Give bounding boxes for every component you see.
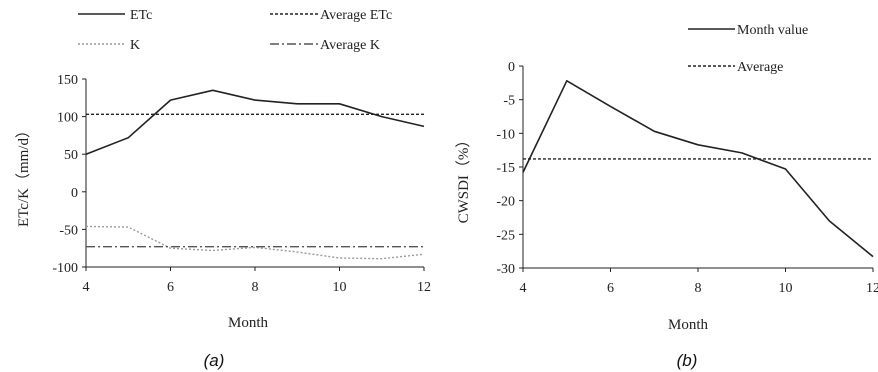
- legend-a-etc-label: ETc: [130, 8, 152, 23]
- chart-a-y-tick-label: 0: [71, 186, 78, 201]
- chart-a-y-tick-label: 100: [57, 111, 78, 126]
- chart-b-ticks: [519, 65, 874, 272]
- chart-b-ylabel: CWSDI（%）: [455, 133, 472, 224]
- chart-a: ETc Average ETc K Average K 4 6 8 10 12 150 10…: [15, 8, 431, 370]
- chart-a-xlabel: Month: [228, 315, 269, 331]
- chart-b-y-tick-label: -25: [496, 228, 515, 243]
- chart-a-series-etc-line: [85, 89, 425, 155]
- chart-b-x-tick-label: 4: [520, 281, 527, 296]
- chart-b: Month value Average 4 6 8 10 12 0 -5 -10 -15 -20 -…: [455, 23, 878, 370]
- chart-a-series: [85, 89, 425, 260]
- chart-b-x-tick-label: 12: [866, 281, 878, 296]
- chart-a-x-tick-label: 10: [333, 280, 347, 295]
- legend-a-k-label: K: [130, 38, 140, 53]
- chart-b-y-tick-label: -5: [503, 94, 515, 109]
- chart-a-tick-labels: 4 6 8 10 12 150 100 50 0 -50 -100: [52, 73, 431, 295]
- chart-b-x-tick-label: 6: [607, 281, 614, 296]
- chart-a-x-tick-label: 6: [167, 280, 174, 295]
- chart-a-series-k-line: [85, 225, 425, 260]
- chart-b-x-tick-label: 10: [779, 281, 793, 296]
- legend-b-month-value-label: Month value: [737, 23, 808, 38]
- chart-a-y-tick-label: -50: [59, 223, 78, 238]
- chart-a-x-tick-label: 8: [252, 280, 259, 295]
- legend-a-average-etc-label: Average ETc: [320, 8, 392, 23]
- chart-b-tick-labels: 4 6 8 10 12 0 -5 -10 -15 -20 -25 -30: [496, 60, 878, 296]
- chart-b-y-tick-label: 0: [508, 60, 515, 75]
- chart-b-caption: (b): [677, 351, 698, 370]
- legend-a: ETc Average ETc K Average K: [78, 8, 392, 53]
- chart-b-y-tick-label: -30: [496, 262, 515, 277]
- chart-a-ticks: [82, 78, 425, 271]
- legend-b: Month value Average: [688, 23, 808, 75]
- chart-a-x-tick-label: 4: [83, 280, 90, 295]
- chart-a-y-tick-label: 150: [57, 73, 78, 88]
- legend-b-average-label: Average: [737, 60, 783, 75]
- chart-b-y-tick-label: -15: [496, 161, 515, 176]
- legend-a-average-k-label: Average K: [320, 38, 380, 53]
- chart-a-caption: (a): [204, 351, 225, 370]
- chart-b-xlabel: Month: [668, 317, 709, 333]
- chart-a-x-tick-label: 12: [417, 280, 431, 295]
- chart-b-x-tick-label: 8: [695, 281, 702, 296]
- chart-b-y-tick-label: -20: [496, 195, 515, 210]
- chart-b-series-month-value-line: [522, 80, 874, 258]
- chart-b-y-tick-label: -10: [496, 127, 515, 142]
- chart-a-ylabel: ETc/K（mm/d）: [15, 123, 32, 227]
- chart-a-y-tick-label: -100: [52, 261, 78, 276]
- chart-a-y-tick-label: 50: [64, 148, 78, 163]
- chart-b-series: [522, 80, 874, 258]
